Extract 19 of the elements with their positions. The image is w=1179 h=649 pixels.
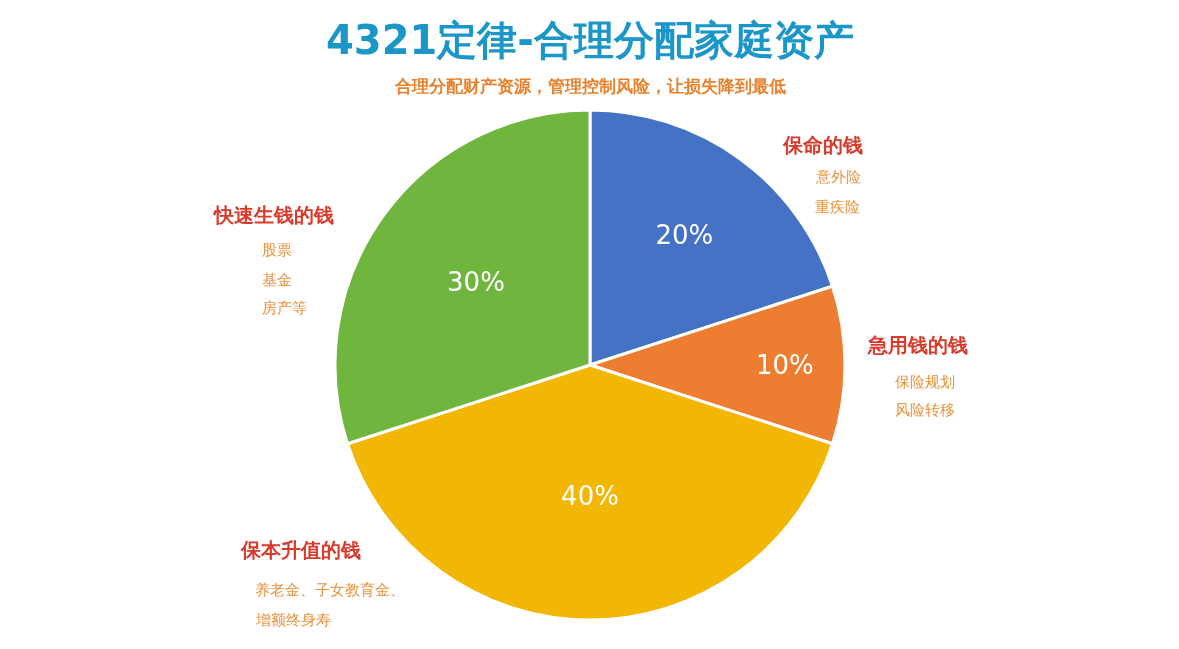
text: 养老金、子女教育金、 [255,581,405,599]
chart-title: 4321定律-合理分配家庭资产 [326,17,854,63]
data-label: 10% [755,350,814,380]
text: 保险规划 [895,373,955,391]
text: 风险转移 [895,401,955,419]
text: 股票 [262,241,292,259]
slice-label: 保命的钱 [782,133,863,157]
chart-subtitle: 合理分配财产资源，管理控制风险，让损失降到最低 [394,76,786,96]
text: 房产等 [262,299,307,317]
data-label: 40% [561,480,619,511]
data-label: 30% [447,267,505,298]
text: 重疾险 [815,198,860,216]
slice-label: 保本升值的钱 [240,538,361,562]
text: 基金 [262,271,292,289]
slice-label: 急用钱的钱 [867,333,968,357]
slice-label: 快速生钱的钱 [212,203,334,227]
data-label: 20% [655,220,714,251]
text: 增额终身寿 [255,611,331,629]
text: 意外险 [815,168,861,186]
